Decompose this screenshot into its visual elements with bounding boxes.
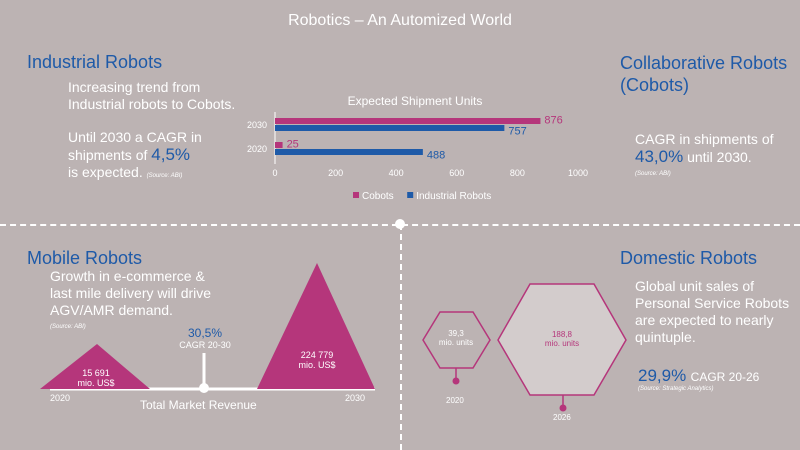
- bar-value-label: 876: [544, 115, 562, 127]
- mobile-triangle-2020: [40, 344, 150, 389]
- cobots-heading-line2: (Cobots): [620, 75, 690, 95]
- mobile-year-end: 2030: [345, 393, 366, 403]
- domestic-heading: Domestic Robots: [620, 248, 758, 268]
- page-title: Robotics – An Automized World: [288, 12, 512, 29]
- cobots-heading: Collaborative Robots (Cobots): [620, 52, 787, 96]
- mobile-value-2020-line2: mio. US$: [77, 378, 115, 388]
- bar-cobots: [275, 118, 541, 124]
- legend-label: Industrial Robots: [416, 191, 491, 202]
- domestic-value-2020-line2: mio. units: [438, 338, 474, 347]
- cobots-cagr: 43,0%: [635, 147, 684, 166]
- domestic-cagr-label: CAGR 20-26: [690, 370, 760, 384]
- industrial-line4: shipments of: [68, 147, 148, 163]
- cobots-heading-line1: Collaborative Robots: [620, 53, 788, 73]
- x-tick-label: 400: [389, 168, 404, 178]
- mobile-source: (Source: ABI): [50, 324, 86, 330]
- industrial-heading: Industrial Robots: [27, 52, 163, 72]
- mobile-text: Growth in e-commerce & last mile deliver…: [50, 268, 211, 336]
- category-label: 2030: [247, 120, 267, 130]
- industrial-text: Increasing trend from Industrial robots …: [68, 79, 235, 185]
- domestic-value-2026: 188,8 mio. units: [522, 330, 602, 348]
- cobots-line2: until 2030.: [687, 149, 752, 165]
- mobile-value-2030: 224 779 mio. US$: [280, 350, 354, 370]
- mobile-value-2020-line1: 15 691: [82, 368, 110, 378]
- mobile-heading: Mobile Robots: [27, 248, 143, 268]
- legend-label: Cobots: [362, 191, 394, 202]
- bar-value-label: 25: [287, 139, 299, 151]
- x-tick-label: 1000: [568, 168, 588, 178]
- bar-industrial-robots: [275, 149, 423, 155]
- x-tick-label: 0: [272, 168, 277, 178]
- mobile-line2: last mile delivery will drive: [50, 285, 212, 301]
- domestic-value-2020: 39,3 mio. units: [426, 329, 486, 347]
- domestic-source: (Source: Strategic Analytics): [638, 386, 714, 392]
- bar-industrial-robots: [275, 125, 505, 131]
- domestic-cagr: 29,9% CAGR 20-26 (Source: Strategic Anal…: [638, 366, 759, 392]
- hexagon-2020: [422, 311, 491, 369]
- bar-value-label: 488: [427, 150, 445, 162]
- industrial-line3: Until 2030 a CAGR in: [68, 129, 202, 145]
- mobile-axis-label: Total Market Revenue: [140, 398, 257, 412]
- domestic-line3: are expected to nearly: [635, 312, 774, 328]
- hexagon-2020-dot: [452, 377, 460, 385]
- industrial-line2: Industrial robots to Cobots.: [68, 96, 236, 112]
- x-tick-label: 200: [328, 168, 343, 178]
- domestic-line2: Personal Service Robots: [635, 295, 790, 311]
- domestic-line4: quintuple.: [635, 329, 696, 345]
- legend-swatch-industrial-robots: [407, 192, 414, 198]
- mobile-line3: AGV/AMR demand.: [50, 302, 173, 318]
- bar-value-label: 757: [508, 126, 526, 138]
- domestic-value-2026-line1: 188,8: [551, 330, 573, 339]
- industrial-line1: Increasing trend from: [68, 79, 201, 95]
- bar-cobots: [275, 142, 283, 148]
- legend-swatch-cobots: [353, 192, 359, 198]
- domestic-value-2020-line1: 39,3: [448, 329, 464, 338]
- mobile-year-start: 2020: [50, 393, 71, 403]
- mobile-value-2020: 15 691 mio. US$: [56, 368, 136, 388]
- vertical-divider: [400, 224, 402, 450]
- mobile-triangle-2030: [257, 263, 375, 389]
- chart-title: Expected Shipment Units: [347, 94, 483, 108]
- domestic-value-2026-line2: mio. units: [544, 339, 580, 348]
- cobots-text: CAGR in shipments of 43,0% until 2030. (…: [635, 131, 774, 183]
- x-tick-label: 600: [449, 168, 464, 178]
- industrial-source: (Source: ABI): [146, 173, 183, 179]
- domestic-text: Global unit sales of Personal Service Ro…: [635, 278, 789, 346]
- domestic-line1: Global unit sales of: [635, 278, 755, 294]
- category-label: 2020: [247, 144, 267, 154]
- divider-dot: [395, 219, 405, 229]
- mobile-line1: Growth in e-commerce &: [50, 268, 205, 284]
- mobile-cagr-pin-dot: [199, 383, 209, 393]
- industrial-cagr: 4,5%: [151, 145, 191, 164]
- domestic-year-2026: 2026: [553, 413, 571, 422]
- mobile-value-2030-line2: mio. US$: [298, 360, 336, 370]
- mobile-cagr: 30,5% CAGR 20-30: [170, 326, 240, 350]
- mobile-cagr-label: CAGR 20-30: [179, 340, 231, 350]
- x-tick-label: 800: [510, 168, 525, 178]
- cobots-source: (Source: ABI): [635, 171, 671, 177]
- mobile-value-2030-line1: 224 779: [300, 350, 334, 360]
- mobile-cagr-value: 30,5%: [187, 326, 223, 340]
- domestic-cagr-value: 29,9%: [638, 366, 687, 385]
- domestic-year-2020: 2020: [446, 396, 464, 405]
- hexagon-2026: [497, 283, 627, 396]
- cobots-line1: CAGR in shipments of: [635, 131, 774, 147]
- hexagon-2026-dot: [559, 404, 567, 412]
- industrial-line5: is expected.: [68, 164, 143, 180]
